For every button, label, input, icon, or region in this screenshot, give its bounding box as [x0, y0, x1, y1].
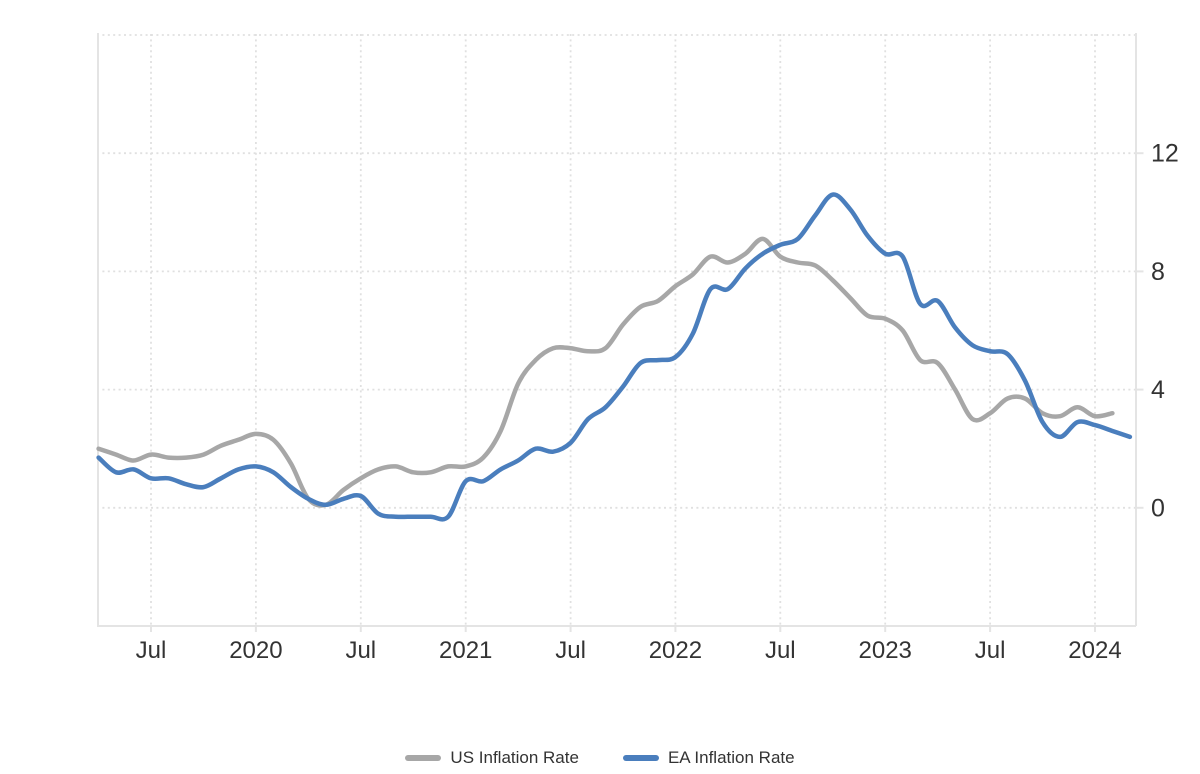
axis-lines — [97, 33, 1144, 632]
gridlines — [97, 34, 1136, 626]
x-tick-label: 2022 — [649, 637, 702, 664]
x-tick-label: Jul — [555, 637, 586, 664]
x-tick-label: Jul — [345, 637, 376, 664]
chart-legend: US Inflation Rate EA Inflation Rate — [0, 748, 1200, 768]
legend-label-ea: EA Inflation Rate — [667, 748, 795, 767]
x-tick-label: 2021 — [439, 637, 492, 664]
x-tick-label: 2020 — [229, 637, 282, 664]
x-tick-label: 2023 — [859, 637, 912, 664]
us-line-swatch — [405, 755, 442, 761]
legend-label-us: US Inflation Rate — [450, 748, 579, 767]
y-tick-labels: 0 4 8 12 — [1151, 140, 1179, 523]
x-tick-label: 2024 — [1068, 637, 1121, 664]
legend-item-us-inflation-rate[interactable]: US Inflation Rate — [405, 748, 579, 768]
x-tick-label: Jul — [975, 637, 1006, 664]
ea-line-swatch — [622, 755, 659, 761]
x-tick-label: Jul — [136, 637, 167, 664]
y-tick-label: 0 — [1151, 494, 1165, 522]
us-inflation-line — [96, 236, 1115, 508]
y-tick-label: 8 — [1151, 258, 1165, 286]
legend-item-ea-inflation-rate[interactable]: EA Inflation Rate — [622, 748, 795, 768]
y-tick-label: 4 — [1151, 376, 1165, 404]
inflation-chart-svg: Jul 2020 Jul 2021 Jul 2022 Jul 2023 Jul 2024 0 4 8 12 — [96, 33, 1179, 664]
x-tick-label: Jul — [765, 637, 796, 664]
inflation-chart: Jul 2020 Jul 2021 Jul 2022 Jul 2023 Jul 2024 0 4 8 12 — [96, 33, 1179, 664]
x-tick-labels: Jul 2020 Jul 2021 Jul 2022 Jul 2023 Jul 2024 — [136, 637, 1122, 664]
ea-inflation-line — [96, 192, 1133, 522]
y-tick-label: 12 — [1151, 140, 1179, 168]
